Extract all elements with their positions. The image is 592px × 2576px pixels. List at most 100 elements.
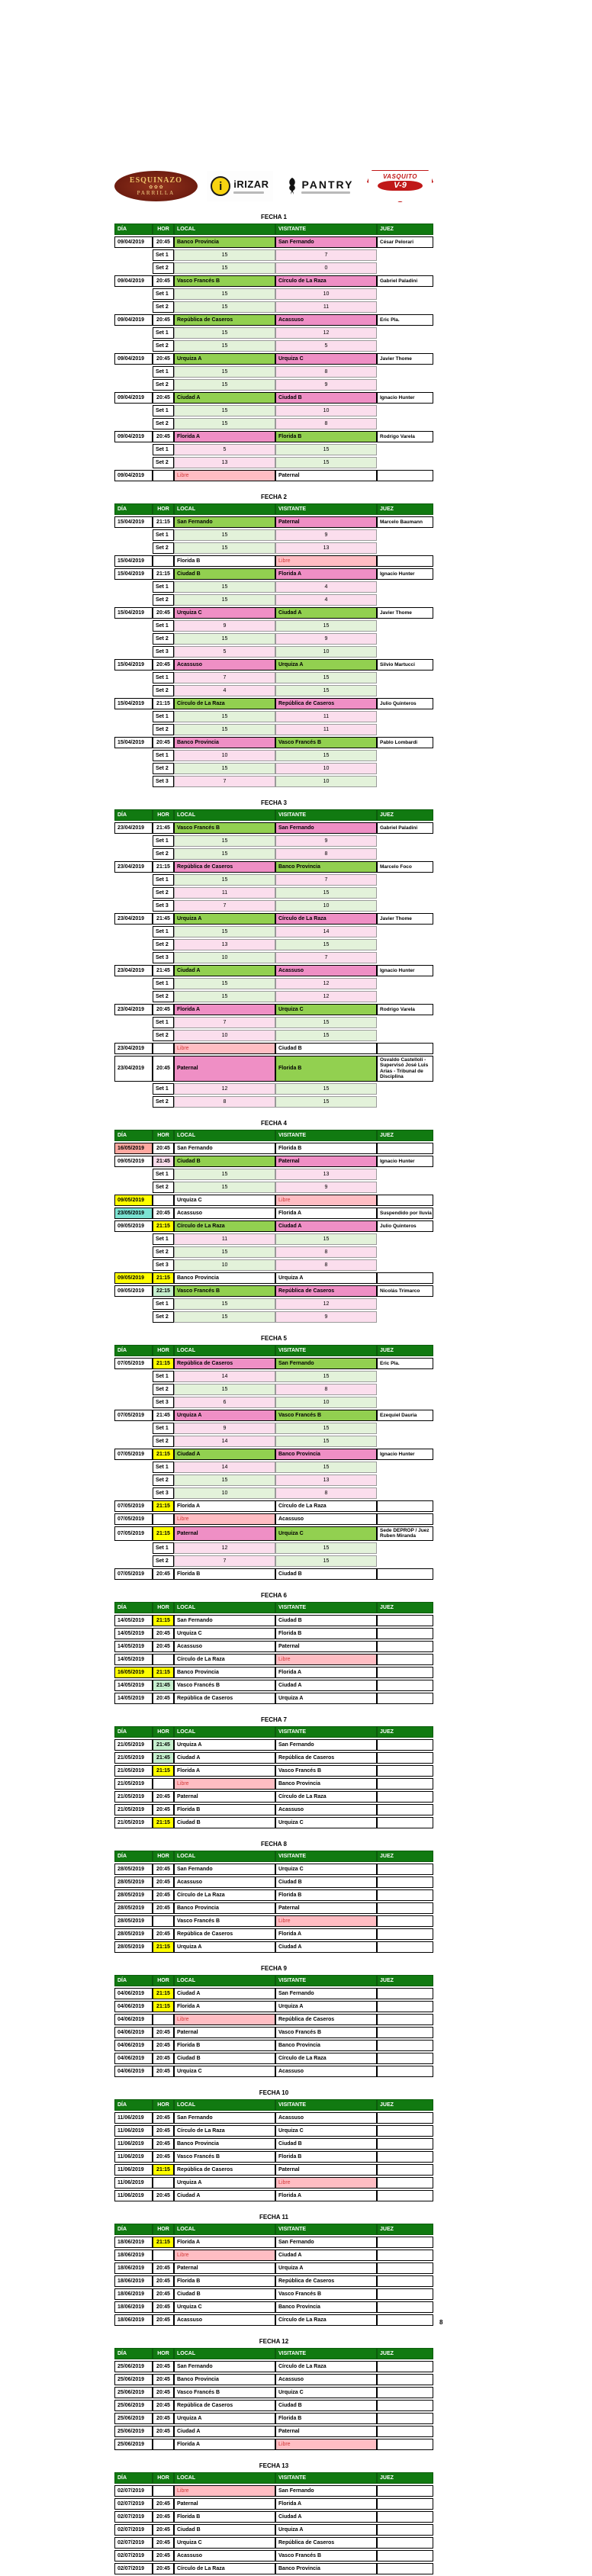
match-date: 09/04/2019: [114, 470, 153, 481]
match-row: 09/05/2019 21:15 Banco Provincia Urquiza A: [114, 1272, 433, 1284]
set-date-blank: [114, 249, 153, 261]
match-time: 20:45: [153, 1056, 174, 1082]
set-label: Set 2: [153, 1383, 174, 1395]
visitante-team: Urquiza A: [275, 1692, 377, 1704]
match-time: [153, 2249, 174, 2261]
set-date-blank: [114, 952, 153, 963]
fecha-title: FECHA 2: [261, 494, 287, 500]
match-row: 23/04/2019 21:45 Urquiza A Círculo de La Ra…: [114, 913, 433, 925]
match-date: 14/05/2019: [114, 1627, 153, 1639]
match-time: 20:45: [153, 2039, 174, 2051]
match-juez: [377, 1790, 433, 1803]
match-juez: [377, 2373, 433, 2385]
match-time: 20:45: [153, 737, 174, 748]
set-date-blank: [114, 1169, 153, 1180]
set-score-visitante: 7: [275, 952, 377, 963]
match-row: 25/06/2019 20:45 Vasco Francés B Urquiza C: [114, 2386, 433, 2398]
set-date-blank: [114, 542, 153, 554]
fecha-section: FECHA 11 DÍA HOR LOCAL VISITANTE JUEZ 18/06/20…: [114, 2214, 433, 2327]
visitante-team: Vasco Francés B: [275, 2026, 377, 2038]
visitante-team: República de Caseros: [275, 2275, 377, 2287]
match-row: 28/05/2019 20:45 Banco Provincia Paternal: [114, 1902, 433, 1914]
set-label: Set 1: [153, 1082, 174, 1095]
match-time: 21:15: [153, 1764, 174, 1777]
header-juez: JUEZ: [377, 809, 433, 821]
visitante-team: Florida A: [275, 1207, 377, 1219]
match-juez: [377, 1816, 433, 1828]
set-score-visitante: 13: [275, 542, 377, 554]
fixture-table: DÍA HOR LOCAL VISITANTE JUEZ 25/06/2019 20:45 S…: [114, 2346, 433, 2452]
match-date: 18/06/2019: [114, 2288, 153, 2300]
match-juez: Sede DEPROP / Juez Ruben Miranda: [377, 1526, 433, 1541]
match-juez: Julio Quinteros: [377, 698, 433, 709]
set-score-visitante: 13: [275, 1168, 377, 1180]
header-dia: DÍA: [114, 2471, 153, 2484]
visitante-team: Banco Provincia: [275, 2039, 377, 2051]
set-label: Set 2: [153, 542, 174, 554]
set-date-blank: [114, 724, 153, 735]
set-score-visitante: 8: [275, 418, 377, 429]
match-time: 20:45: [153, 2065, 174, 2077]
match-row: 04/06/2019 20:45 Paternal Vasco Francés B: [114, 2026, 433, 2038]
match-row: 09/04/2019 20:45 Banco Provincia San Fernan…: [114, 236, 433, 248]
set-score-local: 15: [174, 262, 275, 274]
match-row: 11/06/2019 Urquiza A Libre: [114, 2176, 433, 2188]
match-juez: [377, 2176, 433, 2188]
match-date: 23/04/2019: [114, 822, 153, 834]
match-date: 21/05/2019: [114, 1751, 153, 1764]
visitante-team: Florida A: [275, 2189, 377, 2201]
local-team: Círculo de La Raza: [174, 2124, 275, 2137]
match-date: 04/06/2019: [114, 2039, 153, 2051]
set-score-local: 11: [174, 887, 275, 899]
match-date: 14/05/2019: [114, 1679, 153, 1691]
fecha-section: FECHA 9 DÍA HOR LOCAL VISITANTE JUEZ 04/06/201…: [114, 1965, 433, 2079]
header-local: LOCAL: [174, 503, 275, 515]
match-date: 23/04/2019: [114, 965, 153, 976]
set-label: Set 2: [153, 594, 174, 606]
header-dia: DÍA: [114, 224, 153, 235]
set-score-visitante: 12: [275, 1298, 377, 1310]
set-score-visitante: 15: [275, 1370, 377, 1382]
match-date: 02/07/2019: [114, 2536, 153, 2549]
set-date-blank: [114, 991, 153, 1002]
set-date-blank: [114, 633, 153, 645]
pantry-squid-icon: [289, 178, 296, 195]
set-juez-blank: [377, 620, 433, 632]
match-date: 15/04/2019: [114, 607, 153, 619]
visitante-team: Urquiza A: [275, 2000, 377, 2012]
set-label: Set 3: [153, 1396, 174, 1408]
set-date-blank: [114, 1233, 153, 1245]
match-juez: [377, 2562, 433, 2574]
match-row: 11/06/2019 20:45 Banco Provincia Ciudad B: [114, 2137, 433, 2150]
set-score-local: 14: [174, 1435, 275, 1447]
match-row: 02/07/2019 20:45 Acassuso Vasco Francés B: [114, 2549, 433, 2562]
set-score-visitante: 13: [275, 1474, 377, 1486]
set-score-visitante: 8: [275, 1246, 377, 1258]
visitante-team: Paternal: [275, 2163, 377, 2176]
set-date-blank: [114, 939, 153, 950]
match-date: 25/06/2019: [114, 2386, 153, 2398]
set-label: Set 2: [153, 1435, 174, 1447]
visitante-team: Banco Provincia: [275, 2562, 377, 2574]
match-juez: [377, 2360, 433, 2372]
match-time: 21:45: [153, 913, 174, 925]
match-time: 20:45: [153, 2288, 174, 2300]
set-score-local: 15: [174, 529, 275, 541]
header-visitante: VISITANTE: [275, 2347, 377, 2359]
match-time: 20:45: [153, 2536, 174, 2549]
set-juez-blank: [377, 1096, 433, 1108]
match-time: [153, 2013, 174, 2025]
match-time: 21:45: [153, 1155, 174, 1167]
local-libre-cell: Libre: [174, 470, 275, 481]
set-juez-blank: [377, 1384, 433, 1395]
fecha-section: FECHA 2 DÍA HOR LOCAL VISITANTE JUEZ 15/04/201…: [114, 494, 433, 789]
match-date: 04/06/2019: [114, 2013, 153, 2025]
set-score-local: 15: [174, 848, 275, 860]
match-time: 21:15: [153, 1614, 174, 1626]
set-date-blank: [114, 1371, 153, 1382]
fixture-table: DÍA HOR LOCAL VISITANTE JUEZ 04/06/2019 21:15 C…: [114, 1973, 433, 2079]
match-juez: [377, 1777, 433, 1790]
match-time: [153, 1194, 174, 1206]
match-time: [153, 470, 174, 481]
irizar-logo-text: iRIZAR: [233, 178, 269, 190]
